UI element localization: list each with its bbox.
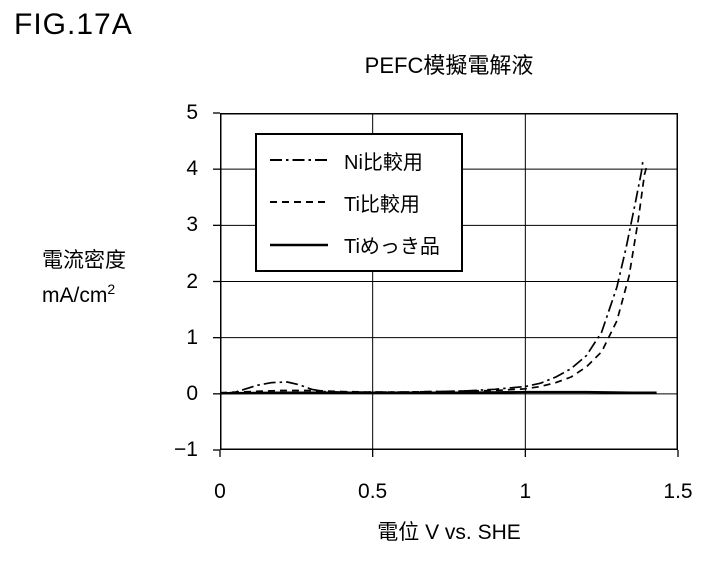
legend-label: Ni比較用 (344, 151, 423, 174)
plot-border (220, 113, 678, 450)
figure-label: FIG.17A (14, 8, 133, 41)
y-tick-label: 1 (186, 325, 198, 349)
y-tick-label: 3 (186, 213, 198, 237)
legend-line-sample (270, 243, 328, 247)
x-tick-label: 0.5 (358, 480, 388, 503)
legend-item: Ti比較用 (270, 188, 461, 217)
y-tick-label: 4 (186, 157, 198, 181)
y-tick-label: 2 (186, 269, 198, 293)
series-line (219, 163, 649, 394)
y-axis-unit: mA/cm2 (42, 275, 126, 310)
legend-line-sample (270, 159, 328, 162)
series-line (219, 390, 657, 395)
y-tick-label: −1 (174, 438, 198, 461)
x-axis-label: 電位 V vs. SHE (377, 521, 521, 544)
y-axis-unit-exponent: 2 (107, 281, 116, 297)
y-axis-label: 電流密度 mA/cm2 (42, 247, 126, 310)
y-axis-label-text: 電流密度 (42, 249, 126, 272)
x-tick-label: 1 (519, 480, 532, 503)
legend: Ni比較用 Ti比較用 Tiめっき品 (255, 133, 463, 272)
x-tick-label: 1.5 (663, 480, 693, 503)
legend-item: Tiめっき品 (270, 230, 461, 259)
legend-item: Ni比較用 (270, 146, 461, 175)
legend-label: Tiめっき品 (344, 236, 440, 259)
chart-title: PEFC模擬電解液 (364, 53, 534, 78)
legend-line-sample (270, 201, 328, 204)
y-tick-label: 0 (186, 381, 198, 405)
legend-label: Ti比較用 (344, 193, 420, 216)
y-axis-unit-text: mA/cm (42, 284, 108, 307)
y-tick-label: 5 (186, 101, 198, 124)
x-tick-label: 0 (214, 480, 226, 503)
